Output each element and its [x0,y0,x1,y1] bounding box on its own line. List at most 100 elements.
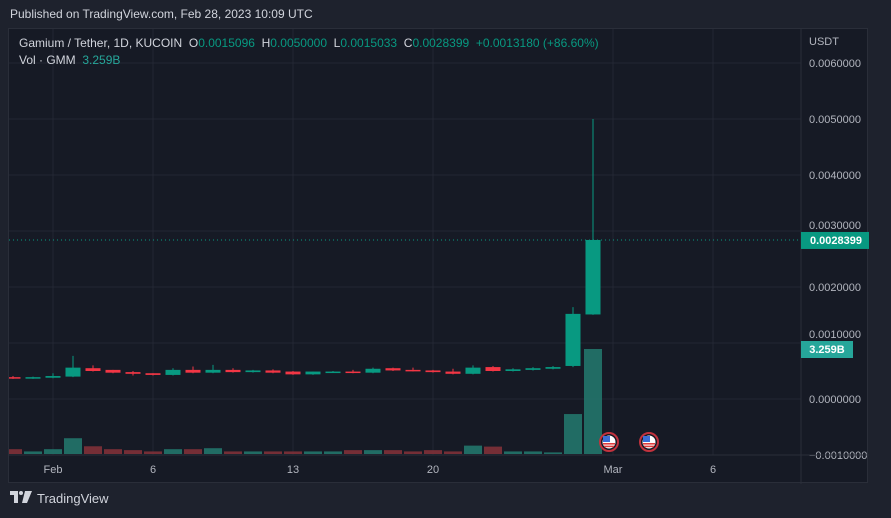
price-tick-label: 0.0020000 [809,282,861,294]
volume-bar [184,449,202,454]
candle-body [405,369,421,372]
flag-canton [643,436,650,442]
volume-bar [324,451,342,454]
volume-bar [104,449,122,454]
candle-body [445,371,461,374]
candle-body [225,369,241,373]
volume-bar [444,451,462,454]
volume-bar [464,445,482,454]
symbol-title[interactable]: Gamium / Tether, 1D, KUCOIN [19,36,183,50]
candle-body [105,369,121,373]
volume-bar [264,451,282,454]
low-label: L [333,36,341,50]
volume-row: Vol · GMM 3.259B [19,52,599,69]
candle-body [525,368,541,370]
volume-bar [244,451,262,454]
volume-bar [584,349,602,454]
price-tick-label: 0.0010000 [809,329,861,341]
flag-canton [603,436,610,442]
volume-bar [384,450,402,454]
currency-label: USDT [809,36,839,48]
volume-bar [84,446,102,454]
time-tick-label: Mar [604,464,623,476]
us-flag-event-icon[interactable] [599,432,619,452]
volume-bar [24,451,42,454]
volume-bar [224,451,242,454]
candle-body [45,376,61,378]
price-tick-label: 0.0040000 [809,170,861,182]
candle-body [265,370,281,373]
volume-label[interactable]: Vol · GMM [19,53,76,67]
candle-body [545,367,561,369]
flag-stripe [604,445,614,448]
flag-stripe [643,443,655,445]
volume-value: 3.259B [82,53,121,67]
volume-bar [304,451,322,454]
last-price-label: 0.0028399 [810,235,862,247]
candle-body [345,371,361,374]
volume-badge-label: 3.259B [809,344,845,356]
open-value: 0.0015096 [198,36,255,50]
volume-bar [504,451,522,454]
volume-bar [144,451,162,454]
last-price-badge [801,231,869,249]
us-flag-event-icon[interactable] [639,432,659,452]
close-value: 0.0028399 [412,36,470,50]
high-value: 0.0050000 [270,36,327,50]
candle-body [365,368,381,373]
volume-bar [364,450,382,454]
price-tick-label: 0.0060000 [809,58,861,70]
candle-body [85,368,101,371]
time-tick-label: Feb [44,464,63,476]
candlestick-chart[interactable]: 0.0060000 0.0050000 0.0040000 0.0030000 0.00… [9,29,869,484]
flag-stripe [644,445,654,448]
low-value: 0.0015033 [340,36,398,50]
volume-bar [544,452,562,454]
volume-bar [564,414,582,454]
candle-body [465,367,481,374]
candle-body [565,313,581,366]
candle-body [25,377,41,379]
chart-legend: Gamium / Tether, 1D, KUCOIN O0.0015096 H… [19,35,599,69]
price-tick-label: 0.0050000 [809,114,861,126]
candle-body [205,369,221,373]
tradingview-logo-icon [10,491,32,506]
candle-body [65,367,81,377]
chart-panel[interactable]: 0.0060000 0.0050000 0.0040000 0.0030000 0.00… [8,28,869,484]
volume-bar [164,449,182,454]
candle-body [425,370,441,373]
volume-bar [9,449,22,454]
volume-bar [424,450,442,454]
candle-body [245,370,261,373]
candle-body [305,371,321,375]
flag-stripe [603,443,615,445]
candle-body [125,372,141,374]
volume-bar [484,446,502,454]
candle-body [585,239,601,315]
price-tick-label: 0.0030000 [809,220,861,232]
volume-bar [44,449,62,454]
candle-body [505,369,521,371]
candle-body [385,368,401,371]
time-tick-label: 6 [710,464,716,476]
price-tick-label: −0.0010000 [809,450,867,462]
change-value: +0.0013180 (+86.60%) [475,36,599,50]
candle-body [285,371,301,375]
time-tick-label: 6 [150,464,156,476]
ohlc-row: Gamium / Tether, 1D, KUCOIN O0.0015096 H… [19,35,599,52]
open-label: O [188,36,199,50]
close-label: C [403,36,413,50]
candle-body [145,373,161,375]
footer: TradingView [10,491,109,506]
time-tick-label: 13 [287,464,299,476]
candle-body [165,369,181,375]
high-label: H [261,36,271,50]
published-header: Published on TradingView.com, Feb 28, 20… [10,7,313,21]
candle-body [185,369,201,373]
volume-bar [64,438,82,454]
volume-bar [344,450,362,454]
candle-body [485,367,501,371]
price-tick-label: 0.0000000 [809,394,861,406]
time-tick-label: 20 [427,464,439,476]
tradingview-brand[interactable]: TradingView [37,491,109,506]
